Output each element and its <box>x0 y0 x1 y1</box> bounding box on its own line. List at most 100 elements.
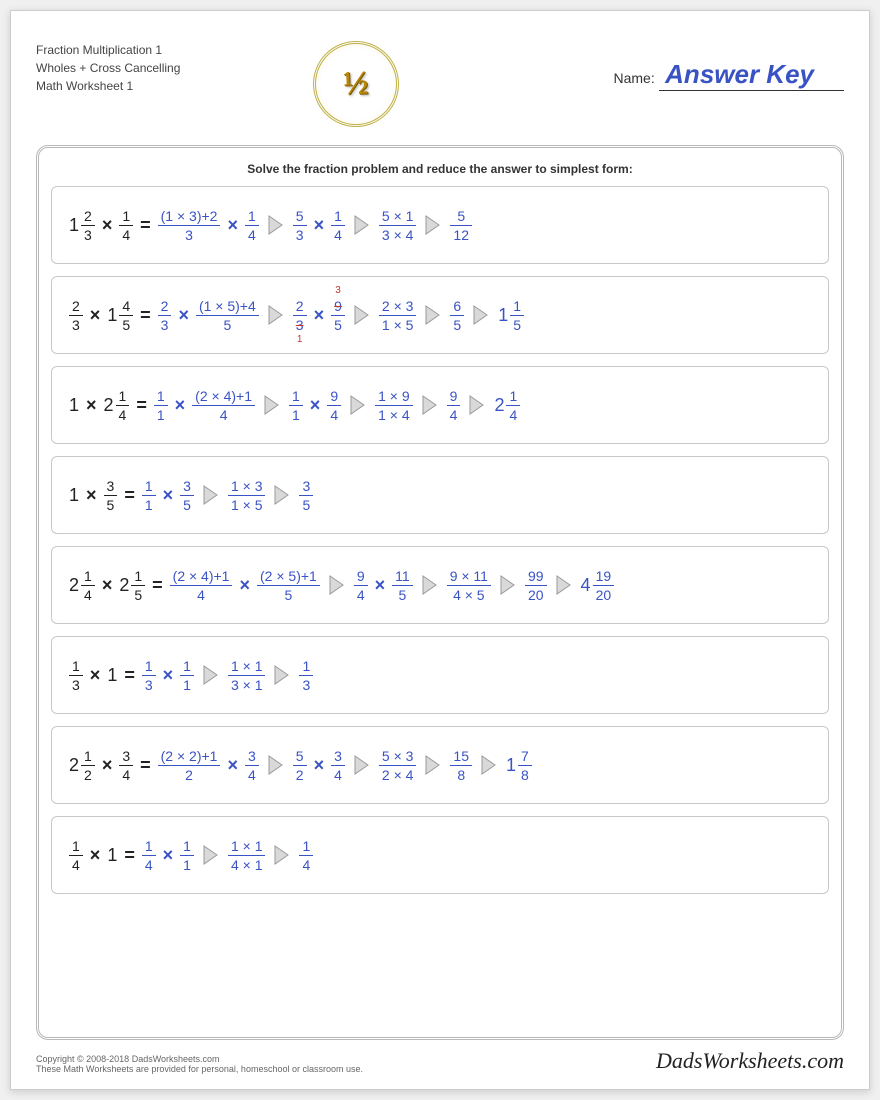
operator: × <box>163 485 174 506</box>
step-arrow-icon <box>273 484 291 506</box>
problem-row: 23×145=23×(1 × 5)+45231×9532 × 31 × 5651… <box>51 276 829 354</box>
operator: = <box>124 845 135 866</box>
operator: = <box>140 305 151 326</box>
step-arrow-icon <box>472 304 490 326</box>
step-arrow-icon <box>353 754 371 776</box>
problem-row: 123×14=(1 × 3)+23×1453×145 × 13 × 4512 <box>51 186 829 264</box>
fraction: 23 <box>69 298 83 333</box>
fraction: 65 <box>450 298 464 333</box>
fraction: 34 <box>245 748 259 783</box>
fraction: 11 <box>180 838 194 873</box>
operator: × <box>163 845 174 866</box>
logo-text: ½ <box>343 65 370 104</box>
footer-note: These Math Worksheets are provided for p… <box>36 1064 363 1074</box>
mixed-number: 115 <box>498 298 524 333</box>
operator: × <box>227 215 238 236</box>
problems-container: 123×14=(1 × 3)+23×1453×145 × 13 × 451223… <box>51 186 829 906</box>
operator: = <box>140 755 151 776</box>
fraction: 14 <box>142 838 156 873</box>
operator: = <box>124 665 135 686</box>
answer-key-text: Answer Key <box>659 59 844 91</box>
step-arrow-icon <box>273 844 291 866</box>
operator: × <box>314 755 325 776</box>
fraction: 34 <box>331 748 345 783</box>
fraction: 35 <box>299 478 313 513</box>
mixed-number: 178 <box>506 748 532 783</box>
fraction: 158 <box>450 748 472 783</box>
fraction: (2 × 4)+14 <box>192 388 255 423</box>
step-arrow-icon <box>555 574 573 596</box>
copyright-text: Copyright © 2008-2018 DadsWorksheets.com <box>36 1054 363 1064</box>
header: Fraction Multiplication 1 Wholes + Cross… <box>36 41 844 127</box>
fraction: 13 <box>142 658 156 693</box>
step-arrow-icon <box>480 754 498 776</box>
operator: × <box>86 485 97 506</box>
step-arrow-icon <box>468 394 486 416</box>
fraction: 9920 <box>525 568 547 603</box>
step-arrow-icon <box>424 754 442 776</box>
fraction: 11 <box>142 478 156 513</box>
operator: = <box>152 575 163 596</box>
footer: Copyright © 2008-2018 DadsWorksheets.com… <box>36 1048 844 1074</box>
whole-number: 1 <box>69 395 79 416</box>
fraction: 512 <box>450 208 472 243</box>
fraction: 14 <box>245 208 259 243</box>
fraction: 35 <box>104 478 118 513</box>
title-block: Fraction Multiplication 1 Wholes + Cross… <box>36 41 296 95</box>
problems-frame: Solve the fraction problem and reduce th… <box>36 145 844 1040</box>
fraction: (2 × 2)+12 <box>158 748 221 783</box>
problem-row: 14×1=14×111 × 14 × 114 <box>51 816 829 894</box>
step-arrow-icon <box>202 664 220 686</box>
fraction: (1 × 3)+23 <box>158 208 221 243</box>
step-arrow-icon <box>353 214 371 236</box>
step-arrow-icon <box>349 394 367 416</box>
mixed-number: 214 <box>104 388 130 423</box>
fraction: 2 × 31 × 5 <box>379 298 417 333</box>
name-label: Name: <box>613 70 654 86</box>
fraction: 11 <box>180 658 194 693</box>
step-arrow-icon <box>267 304 285 326</box>
operator: × <box>175 395 186 416</box>
brand-text: DadsWorksheets.com <box>656 1048 844 1074</box>
operator: = <box>136 395 147 416</box>
fraction: (1 × 5)+45 <box>196 298 259 333</box>
step-arrow-icon <box>424 214 442 236</box>
fraction: 11 <box>154 388 168 423</box>
fraction: 1 × 14 × 1 <box>228 838 266 873</box>
fraction: (2 × 4)+14 <box>170 568 233 603</box>
operator: × <box>314 305 325 326</box>
step-arrow-icon <box>273 664 291 686</box>
title-line-1: Fraction Multiplication 1 <box>36 41 296 59</box>
fraction: 13 <box>299 658 313 693</box>
operator: × <box>102 755 113 776</box>
step-arrow-icon <box>421 574 439 596</box>
step-arrow-icon <box>421 394 439 416</box>
operator: × <box>86 395 97 416</box>
operator: = <box>140 215 151 236</box>
fraction: 35 <box>180 478 194 513</box>
fraction: 14 <box>299 838 313 873</box>
fraction: 14 <box>331 208 345 243</box>
fraction: 14 <box>119 208 133 243</box>
fraction: 53 <box>293 208 307 243</box>
fraction: 231 <box>293 298 307 333</box>
operator: × <box>227 755 238 776</box>
step-arrow-icon <box>267 214 285 236</box>
fraction: 5 × 13 × 4 <box>379 208 417 243</box>
operator: × <box>90 665 101 686</box>
fraction: 94 <box>447 388 461 423</box>
step-arrow-icon <box>202 484 220 506</box>
mixed-number: 215 <box>119 568 145 603</box>
problem-row: 1×214=11×(2 × 4)+1411×941 × 91 × 494214 <box>51 366 829 444</box>
name-block: Name: Answer Key <box>416 41 844 91</box>
whole-number: 1 <box>107 845 117 866</box>
worksheet-page: Fraction Multiplication 1 Wholes + Cross… <box>10 10 870 1090</box>
mixed-number: 123 <box>69 208 95 243</box>
operator: × <box>375 575 386 596</box>
mixed-number: 214 <box>494 388 520 423</box>
operator: × <box>178 305 189 326</box>
fraction: 94 <box>354 568 368 603</box>
fraction: 1 × 31 × 5 <box>228 478 266 513</box>
logo-circle: ½ <box>313 41 399 127</box>
mixed-number: 214 <box>69 568 95 603</box>
